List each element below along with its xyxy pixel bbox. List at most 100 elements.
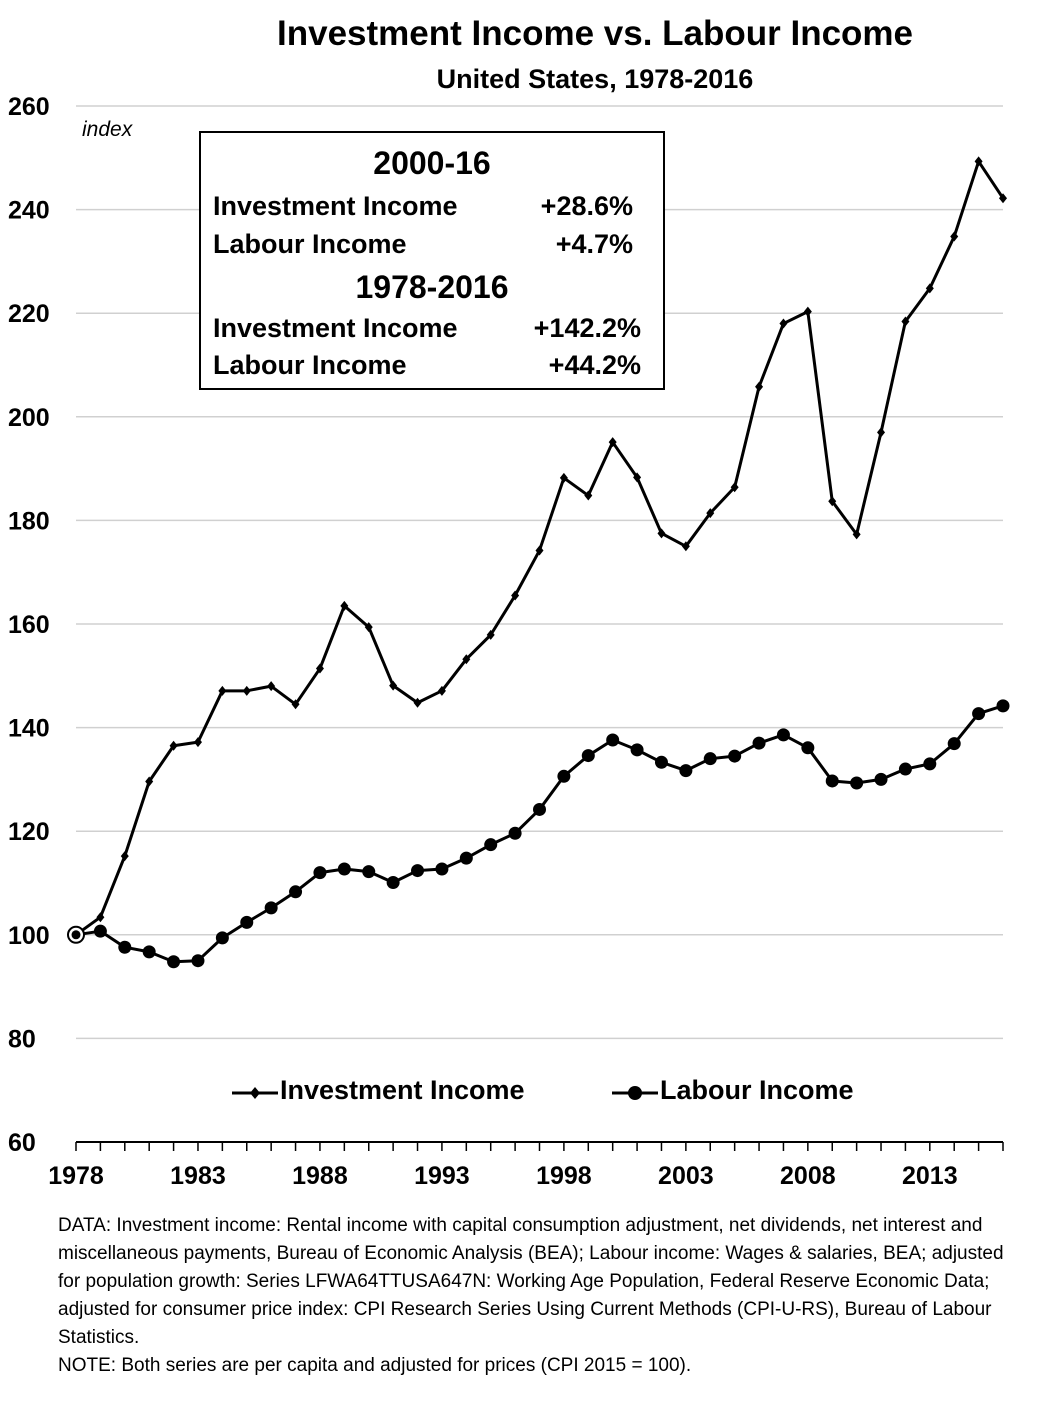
investment-point xyxy=(340,600,349,611)
y-tick-label: 260 xyxy=(8,93,50,121)
x-tick-label: 2008 xyxy=(780,1162,836,1190)
labour-point xyxy=(923,757,937,771)
stats-label: Investment Income xyxy=(213,191,458,221)
investment-point xyxy=(877,427,886,438)
labour-point xyxy=(215,931,229,945)
y-tick-label: 60 xyxy=(8,1129,36,1157)
labour-point xyxy=(728,749,742,763)
labour-point xyxy=(484,838,498,852)
y-tick-label: 200 xyxy=(8,404,50,432)
chart-title: Investment Income vs. Labour Income xyxy=(277,14,913,53)
stats-heading-period1: 2000-16 xyxy=(373,145,491,181)
investment-point xyxy=(511,590,520,601)
y-axis-label: index xyxy=(82,118,134,141)
investment-point xyxy=(950,231,959,242)
investment-point xyxy=(486,629,495,640)
stats-label: Investment Income xyxy=(213,313,458,343)
investment-point xyxy=(559,472,568,483)
series-lines xyxy=(67,156,1010,969)
x-tick-label: 1978 xyxy=(48,1162,104,1190)
stats-value: +44.2% xyxy=(548,350,641,380)
labour-point xyxy=(898,762,912,776)
y-tick-label: 220 xyxy=(8,300,50,328)
x-tick-label: 1988 xyxy=(292,1162,348,1190)
investment-point xyxy=(291,699,300,710)
investment-point xyxy=(999,193,1007,204)
labour-point xyxy=(874,772,888,786)
investment-point xyxy=(608,437,617,448)
labour-point xyxy=(337,862,351,876)
labour-point xyxy=(386,875,400,889)
labour-point xyxy=(776,728,790,742)
labour-point xyxy=(630,743,644,757)
labour-point xyxy=(142,945,156,959)
investment-point xyxy=(120,851,129,862)
labour-point xyxy=(435,862,449,876)
diamond-line-icon xyxy=(232,1087,278,1099)
x-tick-label: 2003 xyxy=(658,1162,714,1190)
labour-point xyxy=(93,924,107,938)
legend-label: Investment Income xyxy=(280,1075,525,1105)
investment-point xyxy=(267,681,276,692)
investment-point xyxy=(145,776,154,787)
investment-point xyxy=(389,680,398,691)
stats-value: +28.6% xyxy=(540,191,633,221)
stats-value: +142.2% xyxy=(533,313,641,343)
investment-point xyxy=(169,740,178,751)
labour-point xyxy=(581,749,595,763)
stats-heading-period2: 1978-2016 xyxy=(355,269,509,305)
labour-point xyxy=(289,885,303,899)
circle-line-icon xyxy=(612,1086,658,1100)
investment-point xyxy=(681,541,690,552)
y-tick-label: 240 xyxy=(8,197,50,225)
labour-point xyxy=(996,699,1010,713)
start-point-dot xyxy=(71,930,81,940)
y-tick-label: 140 xyxy=(8,715,50,743)
labour-point xyxy=(508,826,522,840)
labour-income-line xyxy=(75,704,1004,964)
x-tick-label: 2013 xyxy=(902,1162,958,1190)
stats-value: +4.7% xyxy=(555,229,633,259)
labour-point xyxy=(654,755,668,769)
investment-point xyxy=(901,316,910,327)
y-tick-label: 160 xyxy=(8,611,50,639)
investment-point xyxy=(974,156,983,167)
investment-point xyxy=(218,685,227,696)
y-tick-label: 120 xyxy=(8,818,50,846)
labour-point xyxy=(118,940,132,954)
labour-point xyxy=(972,707,986,721)
stats-label: Labour Income xyxy=(213,229,407,259)
y-tick-label: 80 xyxy=(8,1025,36,1053)
investment-point xyxy=(437,685,446,696)
investment-point xyxy=(584,490,593,501)
investment-point xyxy=(413,697,422,708)
stats-label: Labour Income xyxy=(213,350,407,380)
investment-point xyxy=(364,622,373,633)
investment-point xyxy=(803,306,812,317)
labour-point xyxy=(264,901,278,915)
investment-point xyxy=(193,737,202,748)
footnote: DATA: Investment income: Rental income w… xyxy=(58,1212,1018,1380)
investment-point xyxy=(925,283,934,294)
labour-point xyxy=(557,769,571,783)
labour-point xyxy=(801,741,815,755)
labour-point xyxy=(679,764,693,778)
x-tick-label: 1993 xyxy=(414,1162,470,1190)
axes: 60 80 100 120 140 160 180 200 220 240 260 1978 1983 1… xyxy=(8,93,1004,1190)
footnote-note: NOTE: Both series are per capita and adj… xyxy=(58,1355,692,1376)
x-tick-label: 1998 xyxy=(536,1162,592,1190)
legend-label: Labour Income xyxy=(660,1075,854,1105)
investment-point xyxy=(852,529,861,540)
investment-point xyxy=(242,685,251,696)
investment-point xyxy=(730,482,739,493)
labour-point xyxy=(459,851,473,865)
chart-subtitle: United States, 1978-2016 xyxy=(436,64,754,94)
investment-point xyxy=(779,318,788,329)
investment-point xyxy=(462,654,471,665)
labour-point xyxy=(167,955,181,969)
labour-point xyxy=(606,733,620,747)
investment-point xyxy=(657,528,666,539)
labour-point xyxy=(362,865,376,879)
labour-point xyxy=(533,802,546,816)
investment-point xyxy=(706,508,715,519)
